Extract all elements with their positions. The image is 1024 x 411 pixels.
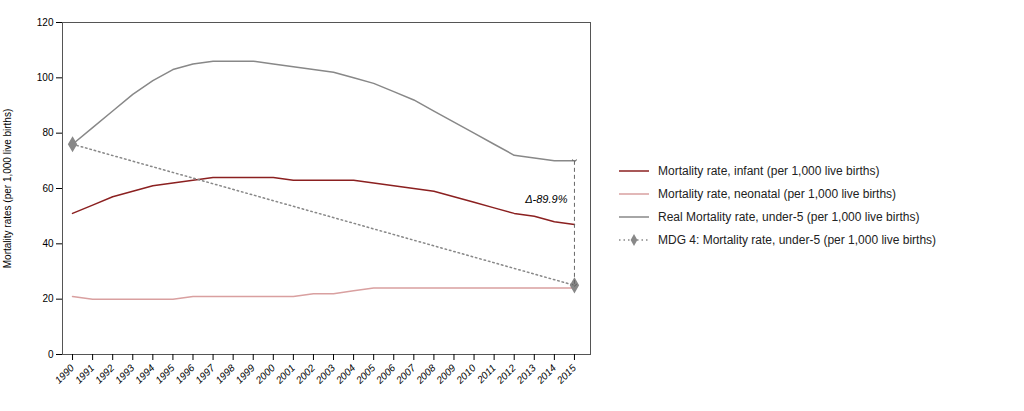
svg-text:1993: 1993 [113, 361, 137, 385]
svg-text:80: 80 [42, 127, 54, 138]
html-text:MDG 4: Mortality rate, under-5: MDG 4: Mortality rate, under-5 (per 1,00… [658, 233, 937, 247]
svg-text:1997: 1997 [193, 361, 217, 385]
svg-text:2004: 2004 [333, 361, 358, 386]
html-text:Mortality rate, infant (per 1,: Mortality rate, infant (per 1,000 live b… [658, 164, 880, 178]
svg-text:100: 100 [37, 72, 54, 83]
html-text:Mortality rate, neonatal (per: Mortality rate, neonatal (per 1,000 live… [658, 187, 897, 201]
svg-text:1991: 1991 [73, 362, 97, 386]
svg-text:2014: 2014 [534, 361, 559, 386]
svg-text:2013: 2013 [514, 361, 539, 386]
svg-text:Mortality rates (per 1,000 liv: Mortality rates (per 1,000 live births) [2, 108, 13, 268]
svg-text:1998: 1998 [213, 361, 237, 385]
svg-text:2001: 2001 [273, 362, 297, 386]
svg-text:Δ-89.9%: Δ-89.9% [524, 192, 567, 204]
svg-text:1994: 1994 [133, 361, 157, 385]
svg-text:20: 20 [42, 293, 54, 304]
svg-text:2010: 2010 [454, 361, 479, 386]
svg-text:2015: 2015 [554, 361, 579, 386]
svg-text:2008: 2008 [413, 361, 438, 386]
svg-text:2005: 2005 [353, 361, 378, 386]
svg-text:2002: 2002 [293, 361, 318, 386]
svg-text:40: 40 [42, 238, 54, 249]
svg-text:1992: 1992 [93, 361, 117, 385]
svg-text:1995: 1995 [153, 361, 177, 385]
svg-text:2009: 2009 [433, 361, 458, 386]
svg-text:0: 0 [48, 348, 54, 359]
svg-text:60: 60 [42, 182, 54, 193]
svg-text:1990: 1990 [53, 361, 77, 385]
html-text:Real Mortality rate, under-5 (: Real Mortality rate, under-5 (per 1,000 … [658, 210, 920, 224]
svg-text:2011: 2011 [474, 362, 498, 386]
svg-text:2003: 2003 [313, 361, 338, 386]
svg-text:2007: 2007 [393, 361, 418, 386]
svg-text:120: 120 [37, 16, 54, 27]
svg-text:1996: 1996 [173, 361, 197, 385]
svg-text:2006: 2006 [373, 361, 398, 386]
svg-text:2012: 2012 [494, 361, 519, 386]
svg-text:2000: 2000 [253, 361, 278, 386]
svg-text:1999: 1999 [233, 361, 257, 385]
